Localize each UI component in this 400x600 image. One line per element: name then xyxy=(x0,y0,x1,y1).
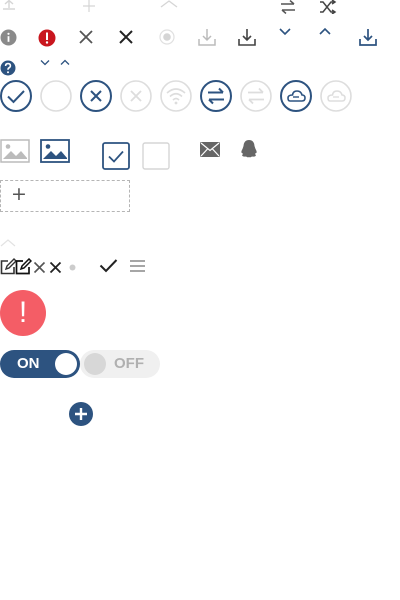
chevron-up-icon[interactable] xyxy=(319,27,331,36)
shuffle-icon[interactable] xyxy=(319,0,337,14)
mail-icon[interactable] xyxy=(200,142,220,157)
radio-dot-icon[interactable] xyxy=(159,29,175,45)
switch-knob xyxy=(55,353,77,375)
swap-icon[interactable] xyxy=(280,0,296,14)
toggle-switch-on[interactable]: ON xyxy=(0,350,80,378)
menu-icon[interactable] xyxy=(130,259,145,273)
checkbox-empty-icon[interactable] xyxy=(142,142,170,170)
close-circle-icon[interactable] xyxy=(120,80,152,112)
error-icon[interactable] xyxy=(38,29,56,47)
switch-on-label: ON xyxy=(17,355,40,372)
close-circle-icon[interactable] xyxy=(80,80,112,112)
check-circle-icon[interactable] xyxy=(0,80,32,112)
image-icon xyxy=(40,139,70,163)
swap-circle-icon[interactable] xyxy=(200,80,232,112)
chevron-up-icon[interactable] xyxy=(0,239,16,247)
close-icon[interactable] xyxy=(33,261,46,274)
check-icon[interactable] xyxy=(99,258,118,273)
dot-icon xyxy=(69,264,76,271)
cloud-circle-icon[interactable] xyxy=(320,80,352,112)
qq-icon[interactable] xyxy=(239,139,259,159)
edit-icon[interactable] xyxy=(15,258,32,275)
checkbox-checked-icon[interactable] xyxy=(102,142,130,170)
exclamation-icon: ! xyxy=(0,290,46,336)
close-icon[interactable] xyxy=(78,29,94,45)
add-upload-box[interactable]: + xyxy=(0,180,130,212)
download-icon[interactable] xyxy=(359,28,377,46)
info-icon[interactable] xyxy=(0,29,17,46)
plus-icon[interactable] xyxy=(82,0,96,12)
cloud-circle-icon[interactable] xyxy=(280,80,312,112)
swap-circle-icon[interactable] xyxy=(240,80,272,112)
toggle-switch-off[interactable]: OFF xyxy=(80,350,160,378)
download-icon[interactable] xyxy=(238,28,256,46)
close-icon[interactable] xyxy=(49,261,62,274)
upload-icon[interactable] xyxy=(2,0,16,10)
close-bold-icon[interactable] xyxy=(118,29,134,45)
chevron-up-icon[interactable] xyxy=(60,59,70,66)
switch-off-label: OFF xyxy=(114,355,144,372)
switch-knob xyxy=(84,353,106,375)
wifi-circle-icon[interactable] xyxy=(160,80,192,112)
plus-icon: + xyxy=(11,183,27,205)
edit-icon[interactable] xyxy=(0,258,17,275)
download-icon[interactable] xyxy=(198,28,216,46)
chevron-down-icon[interactable] xyxy=(279,27,291,36)
add-circle-icon[interactable] xyxy=(69,402,93,426)
alert-symbol: ! xyxy=(18,296,28,329)
chevron-down-icon[interactable] xyxy=(40,59,50,66)
empty-circle-icon[interactable] xyxy=(40,80,72,112)
chevron-up-icon[interactable] xyxy=(160,0,178,8)
help-icon[interactable] xyxy=(0,60,16,76)
image-icon xyxy=(0,139,30,163)
